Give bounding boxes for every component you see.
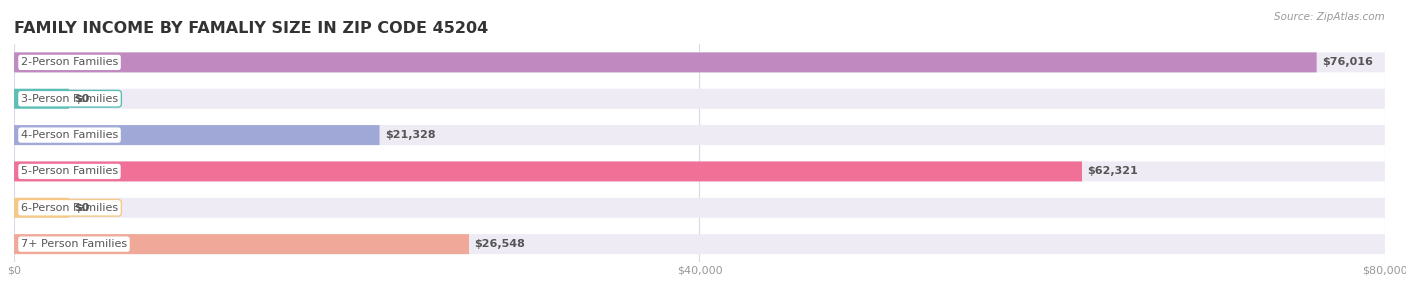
FancyBboxPatch shape xyxy=(14,125,380,145)
FancyBboxPatch shape xyxy=(14,198,1385,218)
Text: 3-Person Families: 3-Person Families xyxy=(21,94,118,104)
FancyBboxPatch shape xyxy=(14,89,69,109)
Text: 2-Person Families: 2-Person Families xyxy=(21,57,118,67)
Text: 6-Person Families: 6-Person Families xyxy=(21,203,118,213)
FancyBboxPatch shape xyxy=(14,198,69,218)
Text: $62,321: $62,321 xyxy=(1087,167,1139,176)
Text: $76,016: $76,016 xyxy=(1322,57,1374,67)
Text: $0: $0 xyxy=(75,94,90,104)
Text: 5-Person Families: 5-Person Families xyxy=(21,167,118,176)
Text: 7+ Person Families: 7+ Person Families xyxy=(21,239,127,249)
FancyBboxPatch shape xyxy=(14,89,1385,109)
FancyBboxPatch shape xyxy=(14,161,1385,181)
FancyBboxPatch shape xyxy=(14,125,1385,145)
Text: 4-Person Families: 4-Person Families xyxy=(21,130,118,140)
FancyBboxPatch shape xyxy=(14,52,1385,72)
Text: $21,328: $21,328 xyxy=(385,130,436,140)
FancyBboxPatch shape xyxy=(14,52,1316,72)
FancyBboxPatch shape xyxy=(14,234,1385,254)
FancyBboxPatch shape xyxy=(14,161,1083,181)
Text: Source: ZipAtlas.com: Source: ZipAtlas.com xyxy=(1274,12,1385,22)
Text: $26,548: $26,548 xyxy=(474,239,526,249)
Text: FAMILY INCOME BY FAMALIY SIZE IN ZIP CODE 45204: FAMILY INCOME BY FAMALIY SIZE IN ZIP COD… xyxy=(14,21,488,36)
Text: $0: $0 xyxy=(75,203,90,213)
FancyBboxPatch shape xyxy=(14,234,470,254)
